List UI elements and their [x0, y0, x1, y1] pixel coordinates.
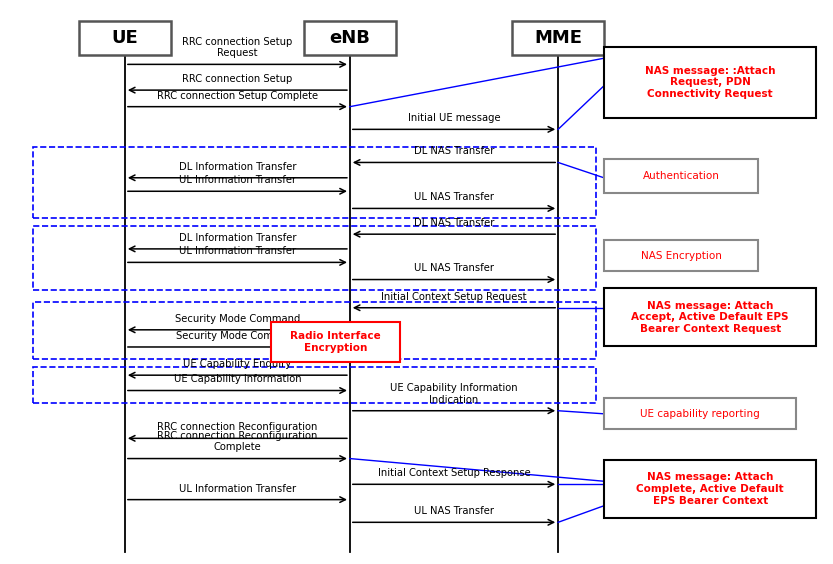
Text: UL NAS Transfer: UL NAS Transfer — [414, 263, 494, 274]
Text: Initial Context Setup Response: Initial Context Setup Response — [377, 468, 531, 478]
Bar — [604, 160, 758, 193]
Text: RRC connection Setup: RRC connection Setup — [182, 74, 292, 84]
Text: UE Capability Enquiry: UE Capability Enquiry — [183, 359, 292, 369]
Text: Security Mode Command: Security Mode Command — [175, 314, 300, 324]
Bar — [33, 226, 596, 290]
Bar — [604, 288, 816, 346]
Text: UE capability reporting: UE capability reporting — [640, 409, 760, 419]
Text: UL Information Transfer: UL Information Transfer — [179, 175, 296, 185]
Bar — [304, 21, 396, 55]
Bar — [604, 460, 816, 518]
Text: eNB: eNB — [329, 29, 371, 47]
Text: NAS message: Attach
Accept, Active Default EPS
Bearer Context Request: NAS message: Attach Accept, Active Defau… — [631, 301, 789, 334]
Text: Security Mode Complete: Security Mode Complete — [177, 331, 298, 341]
Text: DL NAS Transfer: DL NAS Transfer — [414, 146, 494, 156]
Text: Authentication: Authentication — [642, 171, 720, 181]
Text: UE Capability Information: UE Capability Information — [173, 374, 302, 385]
Bar — [33, 367, 596, 403]
Text: DL Information Transfer: DL Information Transfer — [178, 162, 297, 171]
Text: UL NAS Transfer: UL NAS Transfer — [414, 506, 494, 516]
Bar — [604, 240, 758, 271]
Text: UE Capability Information
Indication: UE Capability Information Indication — [390, 383, 518, 404]
Text: UL NAS Transfer: UL NAS Transfer — [414, 192, 494, 202]
Bar — [79, 21, 171, 55]
Text: Initial UE message: Initial UE message — [407, 113, 501, 123]
Text: RRC connection Reconfiguration: RRC connection Reconfiguration — [157, 422, 317, 432]
Text: NAS message: Attach
Complete, Active Default
EPS Bearer Context: NAS message: Attach Complete, Active Def… — [636, 472, 784, 505]
Text: DL Information Transfer: DL Information Transfer — [178, 233, 297, 243]
Bar — [512, 21, 604, 55]
Text: RRC connection Setup
Request: RRC connection Setup Request — [182, 37, 292, 58]
Bar — [604, 47, 816, 118]
Text: Initial Context Setup Request: Initial Context Setup Request — [382, 292, 526, 302]
Bar — [33, 302, 596, 359]
Text: NAS message: :Attach
Request, PDN
Connectivity Request: NAS message: :Attach Request, PDN Connec… — [645, 66, 776, 99]
Text: MME: MME — [534, 29, 582, 47]
Text: RRC connection Reconfiguration
Complete: RRC connection Reconfiguration Complete — [157, 431, 317, 452]
Text: Radio Interface
Encryption: Radio Interface Encryption — [290, 331, 381, 352]
Bar — [33, 147, 596, 218]
Bar — [271, 322, 400, 362]
Text: DL NAS Transfer: DL NAS Transfer — [414, 218, 494, 228]
Bar — [604, 399, 796, 429]
Text: UE: UE — [112, 29, 138, 47]
Text: UL Information Transfer: UL Information Transfer — [179, 246, 296, 256]
Text: UL Information Transfer: UL Information Transfer — [179, 483, 296, 494]
Text: NAS Encryption: NAS Encryption — [641, 250, 721, 261]
Text: RRC connection Setup Complete: RRC connection Setup Complete — [157, 91, 318, 100]
